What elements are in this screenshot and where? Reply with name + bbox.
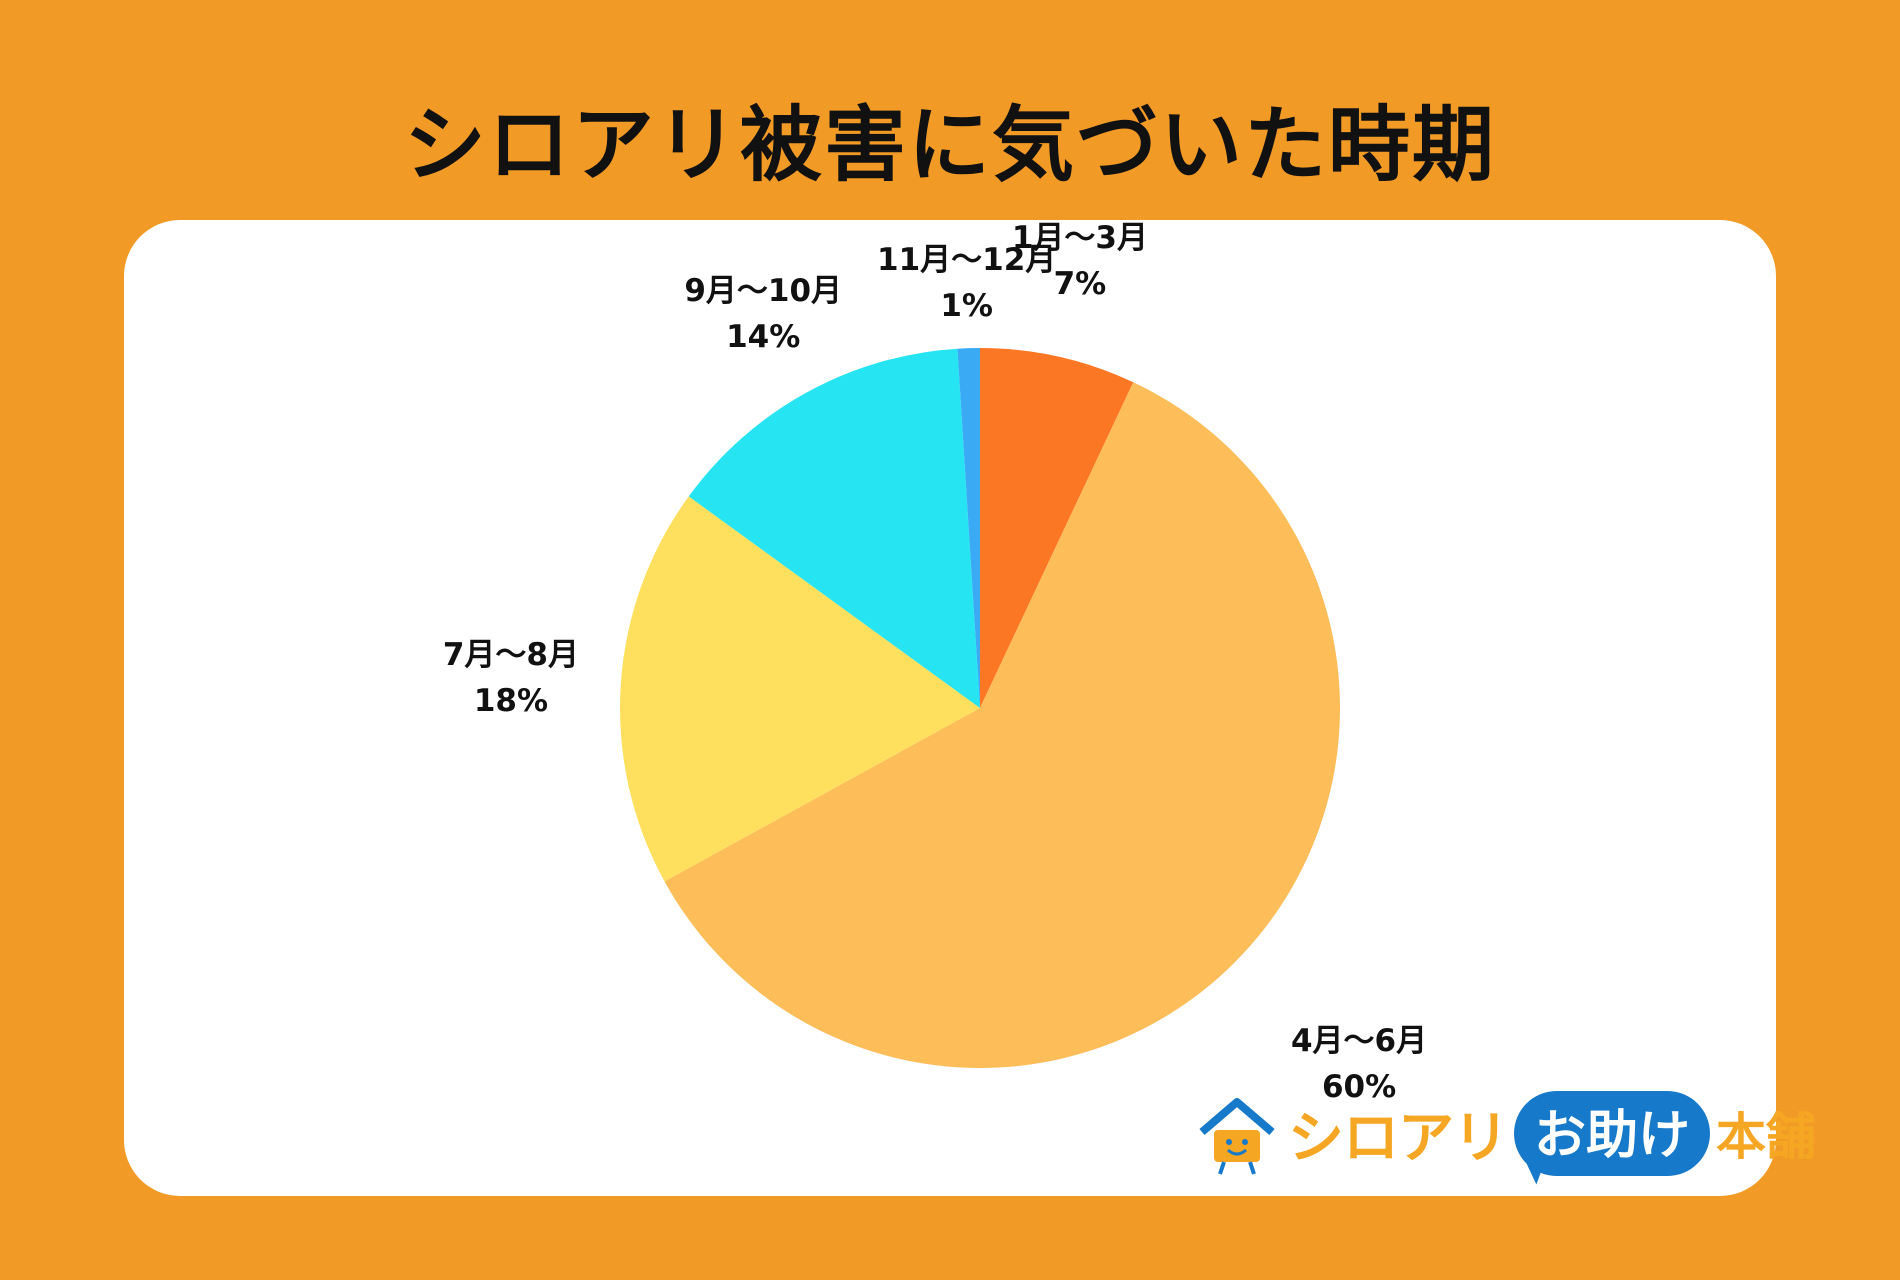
slice-label: 9月〜10月 14% xyxy=(684,268,842,360)
logo-bubble-text: お助け xyxy=(1514,1090,1711,1176)
pie-slice xyxy=(664,382,1340,1068)
slice-value-label: 1% xyxy=(940,288,993,325)
slice-category-label: 1月〜3月 xyxy=(1011,220,1148,257)
house-logo-icon xyxy=(1190,1088,1284,1178)
pie-slice xyxy=(980,348,1134,708)
pie-slice xyxy=(957,348,980,708)
slice-value-label: 7% xyxy=(1053,266,1107,303)
slice-label: 11月〜12月 1% xyxy=(877,237,1056,329)
slice-value-label: 60% xyxy=(1321,1068,1397,1105)
logo-tail-text: 本舗 xyxy=(1716,1108,1817,1166)
brand-logo: シロアリ お助け 本舗 xyxy=(1190,1088,1816,1178)
chart-card: 1月〜3月 7% 4月〜6月 60% 7月〜8月 18% 9月〜10月 14% 11月〜12月 1… xyxy=(124,220,1776,1196)
slice-label: 7月〜8月 18% xyxy=(443,632,579,724)
slice-category-label: 9月〜10月 xyxy=(684,272,843,309)
pie-chart xyxy=(620,348,1340,1068)
pie-slice xyxy=(620,496,980,882)
slice-category-label: 4月〜6月 xyxy=(1290,1022,1428,1059)
slice-value-label: 14% xyxy=(726,318,801,355)
slice-label: 1月〜3月 7% xyxy=(1012,215,1148,307)
slice-value-label: 18% xyxy=(473,683,549,720)
chart-title: シロアリ被害に気づいた時期 xyxy=(403,98,1496,193)
slice-category-label: 7月〜8月 xyxy=(442,637,579,674)
logo-brand-text: シロアリ xyxy=(1288,1105,1509,1171)
pie-slice xyxy=(688,348,980,708)
slice-label: 4月〜6月 60% xyxy=(1291,1018,1427,1110)
slice-category-label: 11月〜12月 xyxy=(877,242,1057,279)
